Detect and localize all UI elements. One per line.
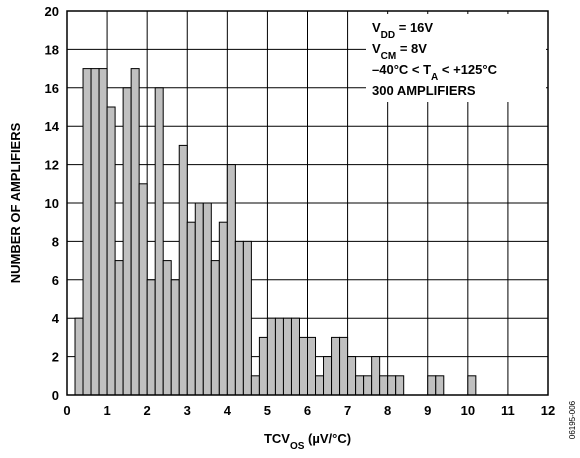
annotation-part: V (372, 41, 381, 56)
bar (363, 375, 373, 396)
y-tick-label: 10 (45, 196, 59, 211)
annotation-part: CM (381, 51, 397, 62)
y-tick-label: 14 (45, 119, 60, 134)
bar (347, 356, 357, 396)
bar (282, 317, 292, 396)
bar (210, 260, 220, 396)
x-tick-label: 6 (304, 403, 311, 418)
annotation: VCM = 8V (372, 41, 427, 62)
bar (226, 164, 236, 396)
annotation: VDD = 16V (372, 20, 433, 41)
x-tick-label: 5 (264, 403, 271, 418)
bar (130, 68, 140, 396)
x-tick-label: 7 (344, 403, 351, 418)
bar (250, 375, 260, 396)
bar (146, 279, 156, 396)
annotation-part: V (372, 20, 381, 35)
y-tick-label: 4 (52, 311, 60, 326)
figure-id: 06195-006 (568, 400, 577, 439)
bar (74, 317, 84, 396)
bar (315, 375, 325, 396)
y-tick-label: 0 (52, 388, 59, 403)
bar (194, 202, 204, 396)
bar (427, 375, 437, 396)
bar (323, 356, 333, 396)
y-tick-label: 16 (45, 81, 59, 96)
bar (202, 202, 212, 396)
x-tick-label: 4 (224, 403, 232, 418)
x-tick-label: 0 (63, 403, 70, 418)
x-tick-label: 11 (501, 403, 515, 418)
bar (122, 87, 132, 396)
y-axis-label: NUMBER OF AMPLIFIERS (8, 122, 23, 283)
bar (90, 68, 100, 396)
x-axis-label-part: TCV (264, 431, 290, 446)
annotation-part: < +125°C (438, 62, 497, 77)
x-tick-label: 9 (424, 403, 431, 418)
x-tick-label: 2 (144, 403, 151, 418)
y-tick-label: 6 (52, 273, 59, 288)
y-tick-label: 8 (52, 234, 59, 249)
x-axis-label-part: OS (290, 441, 305, 452)
bar (331, 336, 341, 396)
bar (242, 240, 252, 396)
bar (290, 317, 300, 396)
annotation-part: –40°C < T (372, 62, 431, 77)
bar (138, 183, 148, 396)
plot-frame (66, 10, 549, 396)
annotation: 300 AMPLIFIERS (372, 83, 476, 98)
bar (170, 279, 180, 396)
bar (467, 375, 477, 396)
bar (339, 336, 349, 396)
bar (258, 336, 268, 396)
bar (371, 356, 381, 396)
bar (395, 375, 405, 396)
bar (266, 317, 276, 396)
bar (379, 375, 389, 396)
y-tick-label: 18 (45, 42, 59, 57)
bar (98, 68, 108, 396)
x-axis-label: TCVOS (µV/°C) (264, 431, 351, 452)
x-tick-label: 1 (103, 403, 110, 418)
bar (154, 87, 164, 396)
annotation-part: = 8V (396, 41, 427, 56)
y-tick-label: 20 (45, 4, 59, 19)
annotation-part: 300 AMPLIFIERS (372, 83, 476, 98)
y-tick-label: 12 (45, 158, 59, 173)
bar (435, 375, 445, 396)
bar (307, 336, 317, 396)
bar (186, 221, 196, 396)
bar (106, 106, 116, 396)
bar (234, 240, 244, 396)
annotation-box (366, 14, 546, 102)
bar (274, 317, 284, 396)
annotation-part: A (431, 72, 438, 83)
bar (114, 260, 124, 396)
bar (355, 375, 365, 396)
annotation: –40°C < TA < +125°C (372, 62, 498, 83)
y-tick-label: 2 (52, 350, 59, 365)
bar (298, 336, 309, 396)
x-tick-label: 10 (461, 403, 475, 418)
annotation-part: DD (381, 30, 395, 41)
bar (218, 221, 228, 396)
bar (178, 144, 188, 396)
bar (82, 68, 92, 396)
bar (162, 260, 172, 396)
x-tick-label: 12 (541, 403, 555, 418)
x-axis-label-part: (µV/°C) (304, 431, 351, 446)
annotation-part: = 16V (395, 20, 433, 35)
x-tick-label: 8 (384, 403, 391, 418)
bar (387, 375, 397, 396)
x-tick-label: 3 (184, 403, 191, 418)
